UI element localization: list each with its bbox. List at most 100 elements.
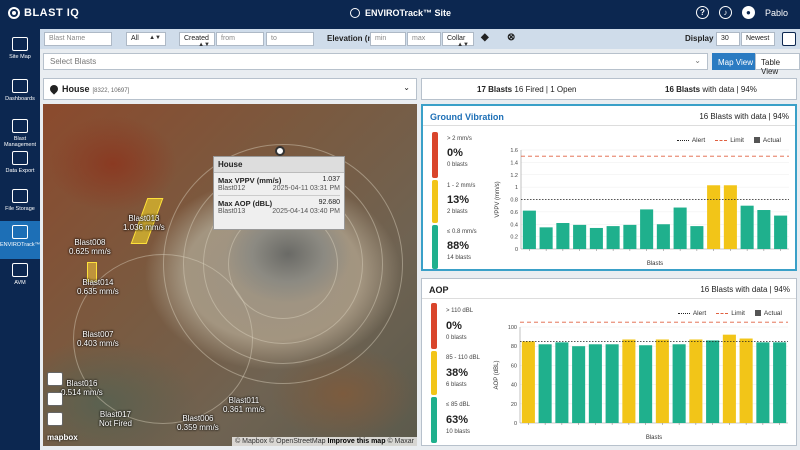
map-style-icon[interactable] <box>47 372 63 386</box>
display-count-select[interactable]: 30 <box>716 32 740 46</box>
chevron-down-icon[interactable]: ⌄ <box>403 83 410 92</box>
sidebar-item-blast-management[interactable]: Blast Management <box>0 115 40 153</box>
level-bar-high <box>432 132 438 178</box>
legend-limit: Limit <box>715 137 744 144</box>
y-tick-label: 1 <box>515 185 518 191</box>
tooltip-aop-label: Max AOP (dBL) <box>218 199 273 208</box>
chart-bar <box>539 227 553 249</box>
user-avatar-icon[interactable]: ● <box>741 6 755 19</box>
map-blast-label[interactable]: Blast013 1.036 mm/s <box>123 214 165 232</box>
ground-vibration-chart: VPPV (mm/s) 0 0.2 0.4 0.6 0.8 1 1.2 1.4 1.6 Blasts <box>495 148 789 267</box>
from-date-input[interactable]: from <box>216 32 264 46</box>
divider <box>422 298 796 299</box>
file-storage-icon <box>12 189 28 203</box>
chart-bar <box>690 226 704 249</box>
ground-vibration-panel[interactable]: Ground Vibration 16 Blasts with data | 9… <box>421 104 797 271</box>
to-date-input[interactable]: to <box>266 32 314 46</box>
chart-bar <box>522 210 536 249</box>
tooltip-aop-time: 2025-04-14 03:40 PM <box>272 208 340 215</box>
site-icon <box>350 8 360 18</box>
avm-icon <box>12 263 28 277</box>
map-blast-label[interactable]: Blast008 0.625 mm/s <box>69 238 111 256</box>
map-blast-label[interactable]: Blast007 0.403 mm/s <box>77 330 119 348</box>
y-tick-label: 20 <box>511 402 517 408</box>
date-field-select[interactable]: Created ▲▼ <box>179 32 215 48</box>
level-count: 0 blasts <box>447 162 468 168</box>
select-blasts-input[interactable]: Select Blasts ⌄ <box>43 53 708 70</box>
house-tooltip: House Max VPPV (mm/s) 1.037 Blast012 2025-… <box>213 156 345 230</box>
y-tick-label: 0.8 <box>510 198 518 204</box>
panel-toggle-icon[interactable] <box>782 32 796 46</box>
eye-icon[interactable] <box>47 412 63 426</box>
y-tick-label: 1.6 <box>510 148 518 154</box>
legend-limit: Limit <box>716 310 745 317</box>
chart-bar <box>706 340 720 423</box>
blast-polygon[interactable] <box>87 262 97 282</box>
sidebar-item-envirotrack[interactable]: ENVIROTrack™ <box>0 221 40 259</box>
house-marker-icon[interactable] <box>275 146 285 156</box>
tag-icon[interactable]: ◆ <box>481 32 489 43</box>
dashboards-icon <box>12 79 28 93</box>
elevation-max-input[interactable]: max <box>407 32 441 46</box>
attribution-tail[interactable]: © Maxar <box>387 438 414 445</box>
site-selector[interactable]: ENVIROTrack™ Site <box>350 8 451 18</box>
type-select[interactable]: All ▲▼ <box>126 32 166 46</box>
caret-icon: ▲▼ <box>198 42 210 48</box>
level-range: ≤ 85 dBL <box>446 402 470 408</box>
map-blast-label[interactable]: Blast011 0.361 mm/s <box>223 396 265 414</box>
chart-bar <box>740 205 754 249</box>
chart-bar <box>639 345 653 423</box>
map-blast-label[interactable]: Blast014 0.635 mm/s <box>77 278 119 296</box>
legend-actual: Actual <box>754 310 782 317</box>
y-tick-label: 1.4 <box>510 160 518 166</box>
sidebar-item-data-export[interactable]: Data Export <box>0 147 40 185</box>
y-tick-label: 100 <box>508 325 517 331</box>
sidebar-item-avm[interactable]: AVM <box>0 259 40 297</box>
blast-name-input[interactable]: Blast Name <box>44 32 112 46</box>
sidebar-item-dashboards[interactable]: Dashboards <box>0 75 40 113</box>
divider <box>423 125 795 126</box>
tooltip-vppv-label: Max VPPV (mm/s) <box>218 176 282 185</box>
y-tick-label: 1.2 <box>510 173 518 179</box>
level-bar-medium <box>432 180 438 223</box>
improve-map-link[interactable]: Improve this map <box>327 438 386 445</box>
chart-bar <box>605 344 619 423</box>
bell-icon[interactable]: ♪ <box>718 6 732 19</box>
user-name[interactable]: Pablo <box>764 7 788 18</box>
level-count: 10 blasts <box>446 429 471 435</box>
collar-select[interactable]: Collar ▲▼ <box>442 32 474 48</box>
level-bar-medium <box>431 351 437 395</box>
table-view-button[interactable]: Table View <box>755 53 800 76</box>
sidebar-item-label: Blast Management <box>3 136 37 148</box>
location-select[interactable]: House [8322, 10697] ⌄ <box>43 78 417 100</box>
with-data-count: 16 Blasts <box>665 85 701 94</box>
blast-count-summary: 17 Blasts 16 Fired | 1 Open <box>477 85 576 94</box>
level-range: > 110 dBL <box>446 308 474 314</box>
level-bar-low <box>431 397 437 443</box>
map-blast-label[interactable]: Blast016 0.514 mm/s <box>61 379 103 397</box>
site-title: ENVIROTrack™ Site <box>365 8 452 18</box>
chevron-down-icon[interactable]: ⌄ <box>694 56 701 65</box>
attribution-text[interactable]: © Mapbox © OpenStreetMap <box>235 438 326 445</box>
tooltip-vppv-blast: Blast012 <box>218 185 246 192</box>
app-logo[interactable]: BLAST IQ <box>8 7 79 19</box>
legend-alert: Alert <box>677 310 706 317</box>
aop-panel[interactable]: AOP 16 Blasts with data | 94% > 110 dBL … <box>421 278 797 446</box>
sort-select[interactable]: Newest <box>741 32 775 46</box>
clear-filter-icon[interactable]: ⊗ <box>507 32 516 43</box>
chart-bar <box>589 227 603 249</box>
level-bar-high <box>431 303 437 349</box>
map-view-button[interactable]: Map View <box>712 53 759 70</box>
sidebar-item-file-storage[interactable]: File Storage <box>0 185 40 223</box>
chart-bar <box>756 342 770 423</box>
satellite-map[interactable]: Blast013 1.036 mm/s Blast008 0.625 mm/s Bl… <box>43 104 417 446</box>
level-range: ≤ 0.8 mm/s <box>447 229 477 235</box>
help-circle-icon[interactable]: ? <box>695 6 709 19</box>
map-blast-label[interactable]: Blast017 Not Fired <box>99 410 132 428</box>
sidebar-item-site-map[interactable]: Site Map <box>0 33 40 71</box>
elevation-min-input[interactable]: min <box>370 32 406 46</box>
chart-bar <box>707 185 721 249</box>
map-blast-label[interactable]: Blast006 0.359 mm/s <box>177 414 219 432</box>
layers-icon[interactable] <box>47 392 63 406</box>
aop-chart: AOP (dBL) 0 20 40 60 80 100 Blasts <box>494 321 788 441</box>
